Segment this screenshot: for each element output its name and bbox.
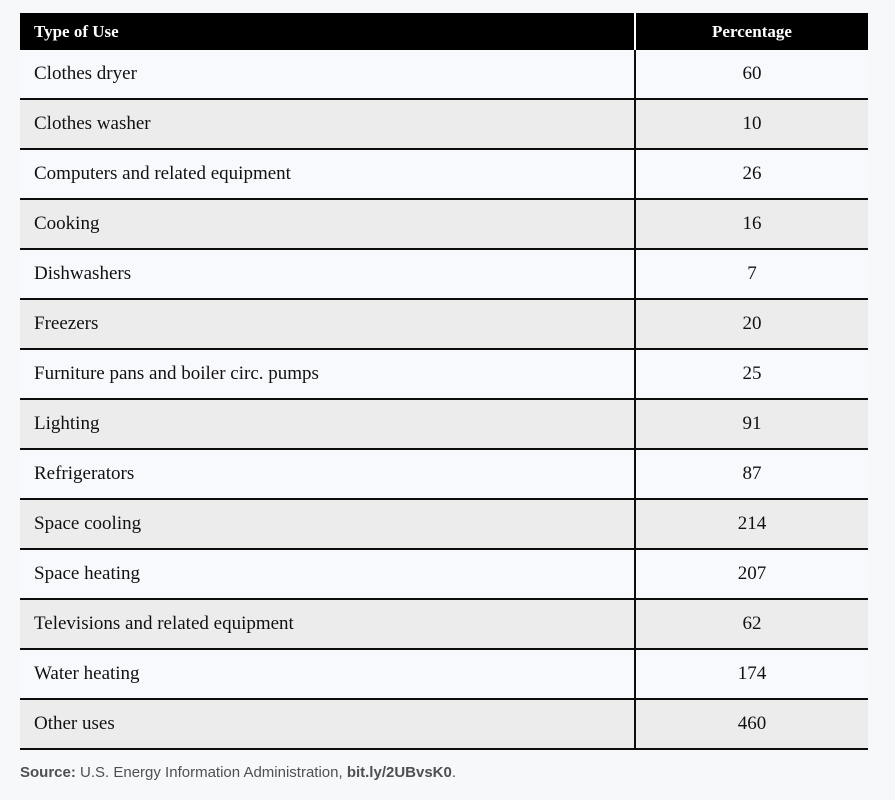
percentage-cell: 174 (635, 649, 868, 700)
percentage-cell: 20 (635, 299, 868, 350)
table-row: Refrigerators 87 (20, 449, 868, 500)
type-of-use-cell: Computers and related equipment (20, 149, 636, 200)
percentage-cell: 62 (635, 599, 868, 650)
type-of-use-cell: Televisions and related equipment (20, 599, 636, 650)
type-of-use-cell: Refrigerators (20, 449, 636, 500)
percentage-cell: 25 (635, 349, 868, 400)
table-row: Cooking 16 (20, 199, 868, 250)
type-of-use-cell: Space cooling (20, 499, 636, 550)
type-of-use-cell: Lighting (20, 399, 636, 450)
percentage-cell: 60 (635, 50, 868, 100)
energy-use-table-container: Type of Use Percentage Clothes dryer 60 Cl… (20, 13, 868, 750)
source-line: Source: U.S. Energy Information Administ… (20, 764, 456, 781)
type-of-use-cell: Cooking (20, 199, 636, 250)
table-row: Furniture pans and boiler circ. pumps 25 (20, 349, 868, 400)
column-header-type-of-use: Type of Use (20, 13, 636, 50)
source-period: . (451, 764, 457, 781)
percentage-cell: 91 (635, 399, 868, 450)
table-row: Space heating 207 (20, 549, 868, 600)
table-row: Freezers 20 (20, 299, 868, 350)
type-of-use-cell: Other uses (20, 699, 636, 750)
table-row: Clothes dryer 60 (20, 50, 868, 100)
percentage-cell: 26 (635, 149, 868, 200)
type-of-use-cell: Furniture pans and boiler circ. pumps (20, 349, 636, 400)
percentage-cell: 16 (635, 199, 868, 250)
percentage-cell: 87 (635, 449, 868, 500)
table-row: Dishwashers 7 (20, 249, 868, 300)
source-label: Source: (20, 764, 76, 781)
table-row: Water heating 174 (20, 649, 868, 700)
table-row: Computers and related equipment 26 (20, 149, 868, 200)
type-of-use-cell: Freezers (20, 299, 636, 350)
type-of-use-cell: Dishwashers (20, 249, 636, 300)
energy-use-table: Type of Use Percentage Clothes dryer 60 Cl… (20, 13, 868, 750)
column-header-percentage: Percentage (635, 13, 868, 50)
type-of-use-cell: Clothes washer (20, 99, 636, 150)
percentage-cell: 10 (635, 99, 868, 150)
table-row: Lighting 91 (20, 399, 868, 450)
percentage-cell: 460 (635, 699, 868, 750)
type-of-use-cell: Water heating (20, 649, 636, 700)
percentage-cell: 207 (635, 549, 868, 600)
type-of-use-cell: Space heating (20, 549, 636, 600)
table-row: Space cooling 214 (20, 499, 868, 550)
source-link: bit.ly/2UBvsK0 (346, 764, 452, 781)
table-header: Type of Use Percentage (20, 13, 868, 50)
type-of-use-cell: Clothes dryer (20, 50, 636, 100)
table-row: Clothes washer 10 (20, 99, 868, 150)
header-row: Type of Use Percentage (20, 13, 868, 50)
table-row: Televisions and related equipment 62 (20, 599, 868, 650)
table-row: Other uses 460 (20, 699, 868, 750)
table-body: Clothes dryer 60 Clothes washer 10 Computers… (20, 50, 868, 750)
percentage-cell: 7 (635, 249, 868, 300)
percentage-cell: 214 (635, 499, 868, 550)
source-text: U.S. Energy Information Administration, (75, 764, 347, 781)
